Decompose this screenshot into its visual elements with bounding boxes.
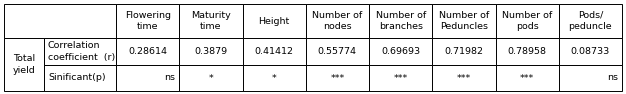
Bar <box>116 38 179 65</box>
Text: 0.41412: 0.41412 <box>255 47 294 56</box>
Bar <box>496 38 559 65</box>
Bar <box>432 4 496 38</box>
Bar <box>559 38 622 65</box>
Text: ***: *** <box>457 74 471 83</box>
Bar <box>242 4 305 38</box>
Text: *: * <box>272 74 277 83</box>
Bar <box>44 38 116 65</box>
Text: ***: *** <box>394 74 408 83</box>
Text: 0.55774: 0.55774 <box>318 47 357 56</box>
Text: Flowering
time: Flowering time <box>125 11 171 31</box>
Text: Number of
pods: Number of pods <box>502 11 552 31</box>
Bar <box>44 65 116 91</box>
Text: Total
yield: Total yield <box>13 54 36 75</box>
Text: 0.78958: 0.78958 <box>508 47 546 56</box>
Text: ns: ns <box>164 74 175 83</box>
Bar <box>496 65 559 91</box>
Bar <box>369 38 432 65</box>
Text: Height: Height <box>259 17 290 25</box>
Bar <box>179 38 242 65</box>
Bar <box>4 38 44 91</box>
Text: Number of
Peduncles: Number of Peduncles <box>439 11 489 31</box>
Text: Maturity
time: Maturity time <box>191 11 231 31</box>
Bar <box>305 65 369 91</box>
Bar <box>179 65 242 91</box>
Text: 0.71982: 0.71982 <box>444 47 483 56</box>
Bar <box>242 38 305 65</box>
Bar <box>305 38 369 65</box>
Bar <box>305 4 369 38</box>
Bar <box>4 4 116 38</box>
Text: Number of
nodes: Number of nodes <box>312 11 362 31</box>
Text: Number of
branches: Number of branches <box>376 11 426 31</box>
Bar <box>369 65 432 91</box>
Text: Correlation
coefficient  (r): Correlation coefficient (r) <box>48 41 115 62</box>
Bar <box>369 4 432 38</box>
Text: *: * <box>208 74 213 83</box>
Text: Pods/
peduncle: Pods/ peduncle <box>568 11 612 31</box>
Bar <box>496 4 559 38</box>
Text: ns: ns <box>607 74 618 83</box>
Text: ***: *** <box>520 74 534 83</box>
Text: 0.69693: 0.69693 <box>381 47 420 56</box>
Bar <box>179 4 242 38</box>
Bar <box>432 65 496 91</box>
Text: 0.28614: 0.28614 <box>128 47 167 56</box>
Bar <box>559 4 622 38</box>
Text: 0.08733: 0.08733 <box>571 47 610 56</box>
Bar <box>559 65 622 91</box>
Text: 0.3879: 0.3879 <box>194 47 227 56</box>
Text: ***: *** <box>331 74 344 83</box>
Bar <box>242 65 305 91</box>
Bar <box>432 38 496 65</box>
Text: Sinificant(p): Sinificant(p) <box>48 74 106 83</box>
Bar <box>116 4 179 38</box>
Bar <box>116 65 179 91</box>
